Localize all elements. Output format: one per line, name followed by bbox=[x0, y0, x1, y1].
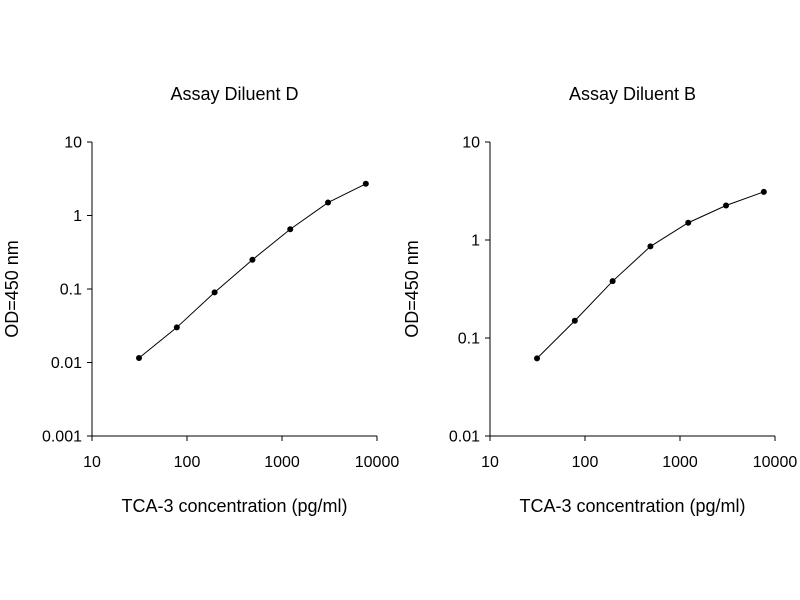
chart1-series-line bbox=[536, 191, 765, 359]
chart0-x-tick-label: 10 bbox=[83, 454, 101, 471]
chart1-data-point bbox=[760, 188, 767, 195]
chart1-x-tick-label: 100 bbox=[572, 454, 599, 471]
chart0-data-point bbox=[362, 180, 369, 187]
chart0-data-point bbox=[249, 256, 256, 263]
chart0-y-tick-label: 0.1 bbox=[60, 282, 82, 299]
chart0-x-tick-label: 1000 bbox=[264, 454, 300, 471]
chart-panel-assay-diluent-b: Assay Diluent B 0.01 0.1 1 10 10 100 1000 10000 T… bbox=[402, 84, 797, 516]
chart1-y-tick-label: 10 bbox=[462, 135, 480, 152]
chart1-y-tick-label: 1 bbox=[471, 233, 480, 250]
chart1-x-axis-label: TCA-3 concentration (pg/ml) bbox=[519, 496, 745, 516]
chart1-x-tick-label: 10000 bbox=[753, 454, 798, 471]
chart0-x-axis-label: TCA-3 concentration (pg/ml) bbox=[121, 496, 347, 516]
chart1-title: Assay Diluent B bbox=[569, 84, 696, 104]
chart1-data-point bbox=[571, 317, 578, 324]
chart1-data-point bbox=[647, 243, 654, 250]
chart0-y-tick-label: 0.01 bbox=[51, 355, 82, 372]
chart0-x-tick-label: 100 bbox=[174, 454, 201, 471]
chart1-y-tick-label: 0.1 bbox=[458, 331, 480, 348]
chart0-series-line bbox=[138, 183, 367, 359]
chart1-y-tick-label: 0.01 bbox=[449, 429, 480, 446]
chart0-y-tick-label: 1 bbox=[73, 208, 82, 225]
chart0-y-axis-label: OD=450 nm bbox=[2, 240, 22, 338]
chart1-x-tick-label: 1000 bbox=[662, 454, 698, 471]
chart0-data-point bbox=[211, 289, 218, 296]
chart0-y-tick-label: 0.001 bbox=[42, 429, 82, 446]
chart1-data-point bbox=[685, 219, 692, 226]
chart0-y-tick-label: 10 bbox=[64, 135, 82, 152]
chart1-data-point bbox=[723, 202, 730, 209]
chart0-x-tick-label: 10000 bbox=[355, 454, 400, 471]
chart0-data-point bbox=[325, 199, 332, 206]
chart1-x-tick-label: 10 bbox=[481, 454, 499, 471]
chart0-title: Assay Diluent D bbox=[170, 84, 298, 104]
chart0-data-point bbox=[136, 355, 143, 362]
chart1-data-point bbox=[609, 278, 616, 285]
chart1-data-point bbox=[534, 355, 541, 362]
chart-panel-assay-diluent-d: Assay Diluent D 0.001 0.01 0.1 1 10 10 100 1000 1… bbox=[2, 84, 399, 516]
chart1-y-axis-label: OD=450 nm bbox=[402, 240, 422, 338]
chart0-data-point bbox=[173, 324, 180, 331]
chart0-data-point bbox=[287, 226, 294, 233]
